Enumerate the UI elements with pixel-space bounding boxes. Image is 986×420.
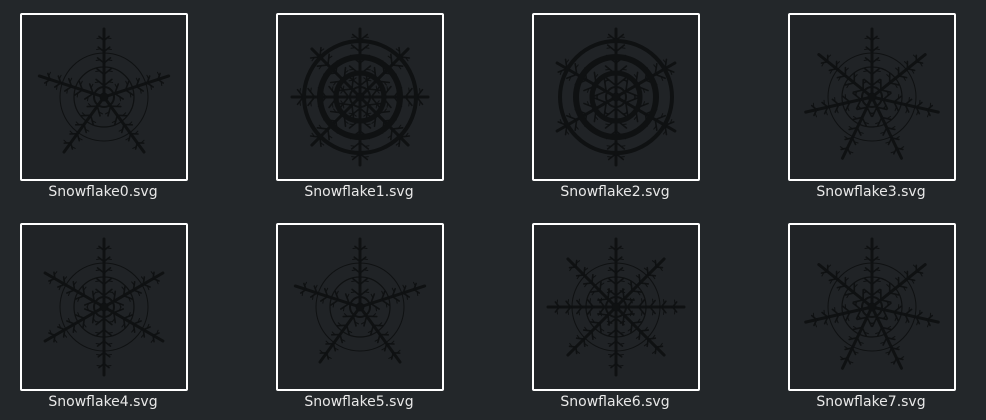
file-name[interactable]: Snowflake3.svg [816, 184, 926, 200]
thumbnail-frame[interactable] [276, 223, 444, 391]
file-name[interactable]: Snowflake6.svg [560, 394, 670, 410]
thumbnail-frame[interactable] [532, 223, 700, 391]
thumbnail-frame[interactable] [276, 13, 444, 181]
snowflake-icon [804, 237, 940, 370]
file-name[interactable]: Snowflake4.svg [48, 394, 158, 410]
file-item-snowflake6[interactable]: Snowflake6.svg [522, 223, 702, 420]
snowflake-icon [293, 237, 427, 364]
file-item-snowflake3[interactable]: Snowflake3.svg [778, 13, 958, 213]
file-item-snowflake5[interactable]: Snowflake5.svg [266, 223, 446, 420]
file-item-snowflake0[interactable]: Snowflake0.svg [10, 13, 190, 213]
file-name[interactable]: Snowflake5.svg [304, 394, 414, 410]
snowflake-icon [546, 237, 686, 377]
snowflake-icon [804, 27, 940, 160]
file-item-snowflake4[interactable]: Snowflake4.svg [10, 223, 190, 420]
thumbnail-frame[interactable] [532, 13, 700, 181]
file-name[interactable]: Snowflake0.svg [48, 184, 158, 200]
snowflake-icon [290, 27, 430, 167]
file-name[interactable]: Snowflake7.svg [816, 394, 926, 410]
file-name[interactable]: Snowflake1.svg [304, 184, 414, 200]
thumbnail-frame[interactable] [20, 13, 188, 181]
snowflake-icon [37, 27, 171, 154]
thumbnail-frame[interactable] [788, 13, 956, 181]
thumbnail-frame[interactable] [20, 223, 188, 391]
file-item-snowflake2[interactable]: Snowflake2.svg [522, 13, 702, 213]
file-item-snowflake7[interactable]: Snowflake7.svg [778, 223, 958, 420]
file-item-snowflake1[interactable]: Snowflake1.svg [266, 13, 446, 213]
file-name[interactable]: Snowflake2.svg [560, 184, 670, 200]
snowflake-icon [555, 27, 677, 167]
thumbnail-frame[interactable] [788, 223, 956, 391]
snowflake-icon [43, 237, 165, 377]
